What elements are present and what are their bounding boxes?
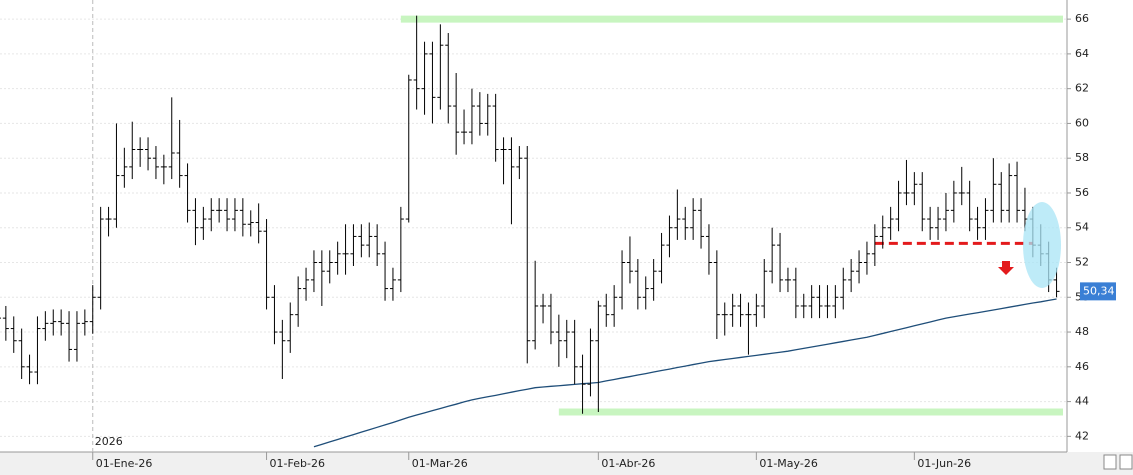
y-tick-label: 66 — [1075, 12, 1089, 25]
x-tick-label: 01-Jun-26 — [917, 457, 971, 470]
y-tick-label: 64 — [1075, 47, 1089, 60]
x-tick-label: 01-Feb-26 — [270, 457, 325, 470]
y-tick-label: 56 — [1075, 186, 1089, 199]
x-tick-label: 01-Ene-26 — [96, 457, 153, 470]
plot-area — [0, 0, 1067, 452]
x-tick-label: 01-Abr-26 — [601, 457, 655, 470]
y-tick-label: 44 — [1075, 395, 1089, 408]
scroll-button[interactable] — [1119, 454, 1133, 470]
y-tick-label: 54 — [1075, 221, 1089, 234]
last-price-box — [1080, 282, 1116, 301]
y-tick-label: 48 — [1075, 325, 1089, 338]
last-price-label: 50,34 — [1083, 284, 1115, 297]
y-tick-label: 46 — [1075, 360, 1089, 373]
x-tick-label: 01-May-26 — [759, 457, 817, 470]
x-tick-label: 01-Mar-26 — [412, 457, 468, 470]
y-tick-label: 58 — [1075, 151, 1089, 164]
zoom-button[interactable] — [1103, 454, 1117, 470]
y-tick-label: 52 — [1075, 256, 1089, 269]
y-tick-label: 60 — [1075, 116, 1089, 129]
moving-average-line — [313, 298, 1057, 448]
year-label: 2026 — [95, 435, 123, 448]
down-arrow — [998, 261, 1014, 275]
x-axis-band — [0, 452, 1133, 475]
y-tick-label: 62 — [1075, 82, 1089, 95]
highlight-ellipse — [1023, 202, 1061, 288]
y-tick-label: 42 — [1075, 429, 1089, 442]
